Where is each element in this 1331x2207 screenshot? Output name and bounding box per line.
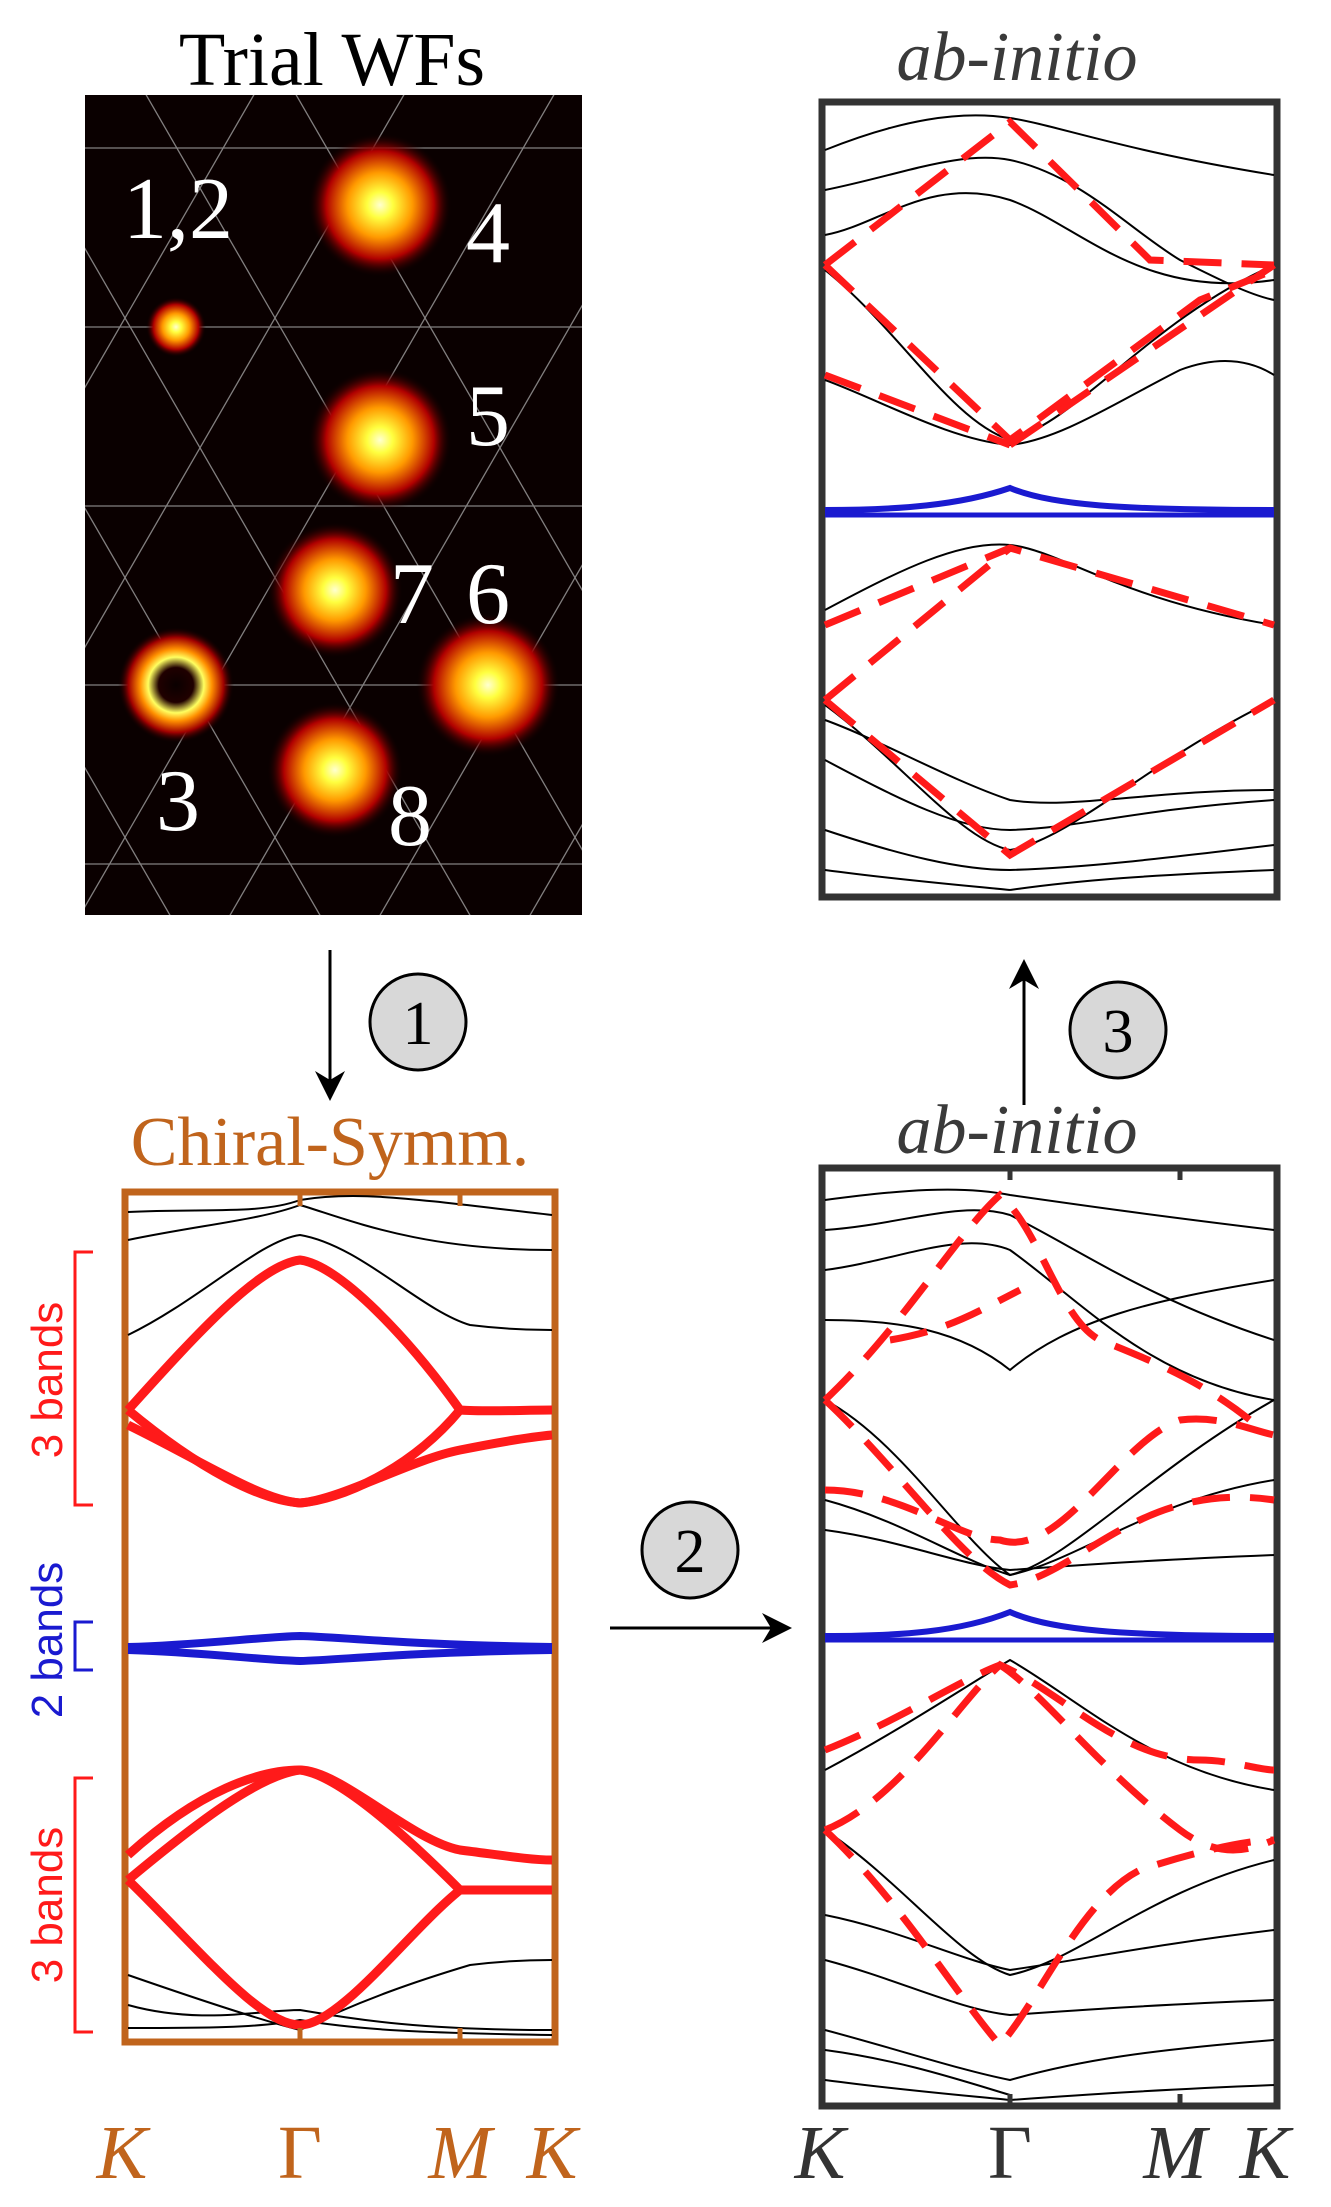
chiral-panel [121, 1188, 559, 2046]
step-1-label: 1 [403, 990, 434, 1058]
wf-blob-8 [267, 702, 403, 838]
chiral-kpath-gamma: Γ [278, 2111, 322, 2195]
chiral-kpath-M: M [427, 2111, 495, 2195]
abinitio-kpath-gamma: Γ [988, 2111, 1032, 2195]
step-3-label: 3 [1103, 998, 1134, 1066]
step-2-label: 2 [675, 1518, 706, 1586]
wf-blob-6 [416, 613, 560, 757]
band-brackets [73, 1250, 93, 2034]
step-1-badge [368, 972, 468, 1072]
band-group-lower: 3 bands [23, 1827, 72, 1984]
wf-label-5: 5 [466, 368, 510, 465]
wf-label-8: 8 [388, 768, 432, 865]
wf-blob-4 [308, 133, 452, 277]
abinitio-kpath-K-start: K [794, 2111, 849, 2195]
wf-label-4: 4 [466, 185, 510, 282]
step-3-badge [1068, 980, 1168, 1080]
trial-wfs-title: Trial WFs [179, 18, 485, 102]
abinitio-bottom-title: ab-initio [896, 1092, 1137, 1169]
abinitio-bottom-panel [818, 1164, 1281, 2110]
abinitio-top-title: ab-initio [896, 19, 1137, 96]
chiral-title: Chiral-Symm. [131, 1104, 530, 1181]
wf-blob-7 [267, 522, 403, 658]
chiral-kpath-K-end: K [526, 2111, 581, 2195]
wf-label-1-2: 1,2 [123, 161, 233, 258]
wf-blob-5 [308, 368, 452, 512]
abinitio-kpath-K-end: K [1239, 2111, 1294, 2195]
step-2-badge [640, 1500, 740, 1600]
abinitio-kpath-M: M [1142, 2111, 1210, 2195]
wf-label-6: 6 [466, 546, 510, 643]
band-group-upper: 3 bands [23, 1302, 72, 1459]
band-group-middle: 2 bands [23, 1562, 72, 1719]
wf-ring-3 [118, 627, 234, 743]
chiral-kpath-K-start: K [96, 2111, 151, 2195]
wf-blob-1-2 [146, 297, 206, 357]
trial-wfs-panel [85, 95, 582, 915]
wf-label-7: 7 [390, 546, 434, 643]
abinitio-top-panel [818, 98, 1281, 901]
wf-label-3: 3 [156, 753, 200, 850]
